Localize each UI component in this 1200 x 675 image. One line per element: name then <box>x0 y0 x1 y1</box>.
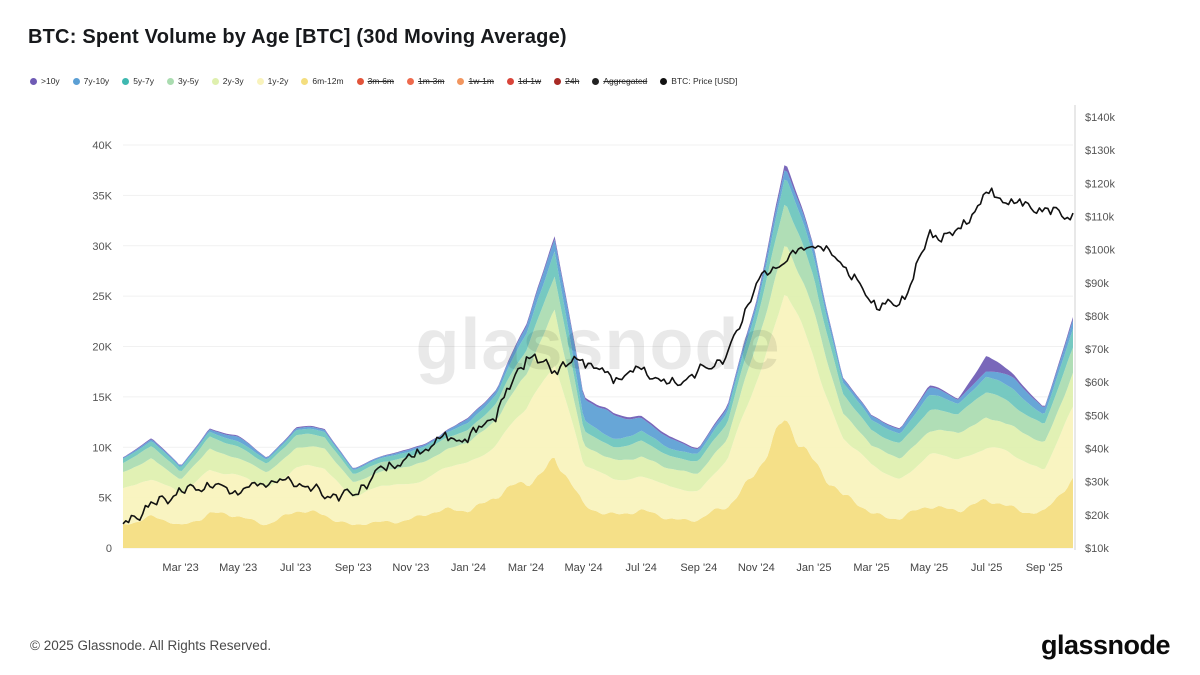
right-axis-tick: $120k <box>1085 178 1115 190</box>
left-axis-tick: 5K <box>99 493 113 505</box>
legend-dot <box>122 77 130 85</box>
right-axis-tick: $130k <box>1085 145 1115 157</box>
legend-dot <box>554 77 562 85</box>
legend-item-label: 2y-3y <box>222 76 244 86</box>
legend-item-label: >10y <box>41 76 60 86</box>
right-axis-tick: $70k <box>1085 344 1109 356</box>
legend-item-1y-2y[interactable]: 1y-2y <box>256 76 289 86</box>
legend-item-3m-6m[interactable]: 3m-6m <box>356 76 395 86</box>
legend-dot <box>30 77 37 85</box>
legend-item-label: 1d-1w <box>517 76 542 86</box>
area-series-7y-10y <box>123 170 1073 470</box>
legend-dot <box>72 77 80 85</box>
chart-legend: >10y 7y-10y 5y-7y 3y-5y 2y-3y 1y-2y 6m-12m 3m-6… <box>30 76 737 86</box>
x-axis-tick: Nov '23 <box>392 562 429 574</box>
right-axis-tick: $140k <box>1085 112 1115 124</box>
legend-item-1m-3m[interactable]: 1m-3m <box>407 76 444 86</box>
glassnode-logo: glassnode <box>1040 630 1171 660</box>
x-axis-tick: Sep '25 <box>1026 562 1063 574</box>
x-axis-tick: Nov '24 <box>738 562 775 574</box>
left-axis-tick: 35K <box>92 190 112 202</box>
copyright-text: © 2025 Glassnode. All Rights Reserved. <box>30 638 272 653</box>
legend-item-5y-7y[interactable]: 5y-7y <box>122 76 154 86</box>
x-axis-tick: Mar '25 <box>853 562 889 574</box>
x-axis-tick: Mar '23 <box>162 562 198 574</box>
right-axis-tick: $80k <box>1085 311 1109 323</box>
legend-dot <box>660 77 668 85</box>
x-axis-tick: Sep '24 <box>680 562 717 574</box>
chart-area: 0 5K 10K 15K 20K 25K 30K 35K 40K $10k $20k $30k $40k… <box>0 100 1200 600</box>
legend-item-24h[interactable]: 24h <box>554 76 579 86</box>
right-axis-tick: $50k <box>1085 410 1109 422</box>
legend-item-2y-3y[interactable]: 2y-3y <box>211 76 244 86</box>
x-axis-tick: Mar '24 <box>508 562 544 574</box>
legend-item-label: 6m-12m <box>312 76 344 86</box>
left-axis-tick: 0 <box>106 543 112 555</box>
x-axis-tick: May '25 <box>910 562 948 574</box>
legend-item-3y-5y[interactable]: 3y-5y <box>166 76 199 86</box>
area-series-1y-2y <box>123 295 1073 526</box>
left-axis-tick: 20K <box>92 342 112 354</box>
legend-item-label: 1w-1m <box>468 76 494 86</box>
area-series-6m-12m <box>123 420 1073 548</box>
left-axis-tick: 30K <box>92 241 112 253</box>
right-axis-tick: $100k <box>1085 245 1115 257</box>
right-axis-tick: $90k <box>1085 278 1109 290</box>
right-axis-tick: $30k <box>1085 477 1109 489</box>
legend-item-10y[interactable]: >10y <box>30 76 60 86</box>
legend-item-label: 24h <box>565 76 580 86</box>
legend-dot <box>211 77 219 85</box>
right-axis-tick: $40k <box>1085 444 1109 456</box>
legend-item-label: Aggregated <box>603 76 648 86</box>
legend-dot <box>301 77 309 85</box>
footer: © 2025 Glassnode. All Rights Reserved. g… <box>0 630 1200 661</box>
legend-dot <box>407 77 415 85</box>
legend-dot <box>506 77 514 85</box>
x-axis-tick: Sep '23 <box>335 562 372 574</box>
legend-item-7y-10y[interactable]: 7y-10y <box>72 76 110 86</box>
legend-item-label: 1m-3m <box>418 76 445 86</box>
legend-item-label: 3y-5y <box>177 76 199 86</box>
legend-dot <box>356 77 364 85</box>
x-axis-tick: May '23 <box>219 562 257 574</box>
right-axis-tick: $20k <box>1085 510 1109 522</box>
x-axis-tick: Jan '25 <box>796 562 831 574</box>
legend-item-label: 7y-10y <box>83 76 110 86</box>
x-axis-tick: May '24 <box>565 562 603 574</box>
legend-item-label: 1y-2y <box>267 76 289 86</box>
legend-dot <box>166 77 174 85</box>
legend-item-aggregated[interactable]: Aggregated <box>592 76 647 86</box>
legend-item-label: BTC: Price [USD] <box>671 76 738 86</box>
legend-dot <box>457 77 465 85</box>
left-axis-tick: 25K <box>92 291 112 303</box>
x-axis-tick: Jan '24 <box>451 562 486 574</box>
legend-item-6m-12m[interactable]: 6m-12m <box>301 76 344 86</box>
x-axis-tick: Jul '25 <box>971 562 1002 574</box>
area-series-2y-3y <box>123 246 1073 498</box>
x-axis-tick: Jul '24 <box>625 562 656 574</box>
chart-plot[interactable]: 0 5K 10K 15K 20K 25K 30K 35K 40K $10k $20k $30k $40k… <box>0 100 1200 600</box>
chart-title: BTC: Spent Volume by Age [BTC] (30d Movi… <box>28 26 567 48</box>
right-axis-tick: $110k <box>1085 212 1115 224</box>
btc-price-line <box>122 187 1074 525</box>
right-axis-tick: $10k <box>1085 543 1109 555</box>
left-axis-tick: 40K <box>92 140 112 152</box>
legend-item-label: 5y-7y <box>133 76 154 86</box>
legend-item-btc-price-usd[interactable]: BTC: Price [USD] <box>660 76 737 86</box>
legend-dot <box>256 77 264 85</box>
legend-item-label: 3m-6m <box>367 76 395 86</box>
legend-item-1d-1w[interactable]: 1d-1w <box>506 76 542 86</box>
legend-dot <box>592 77 600 85</box>
right-axis-tick: $60k <box>1085 377 1109 389</box>
left-axis-tick: 15K <box>92 392 112 404</box>
legend-item-1w-1m[interactable]: 1w-1m <box>457 76 494 86</box>
x-axis-tick: Jul '23 <box>280 562 311 574</box>
left-axis-tick: 10K <box>92 442 112 454</box>
